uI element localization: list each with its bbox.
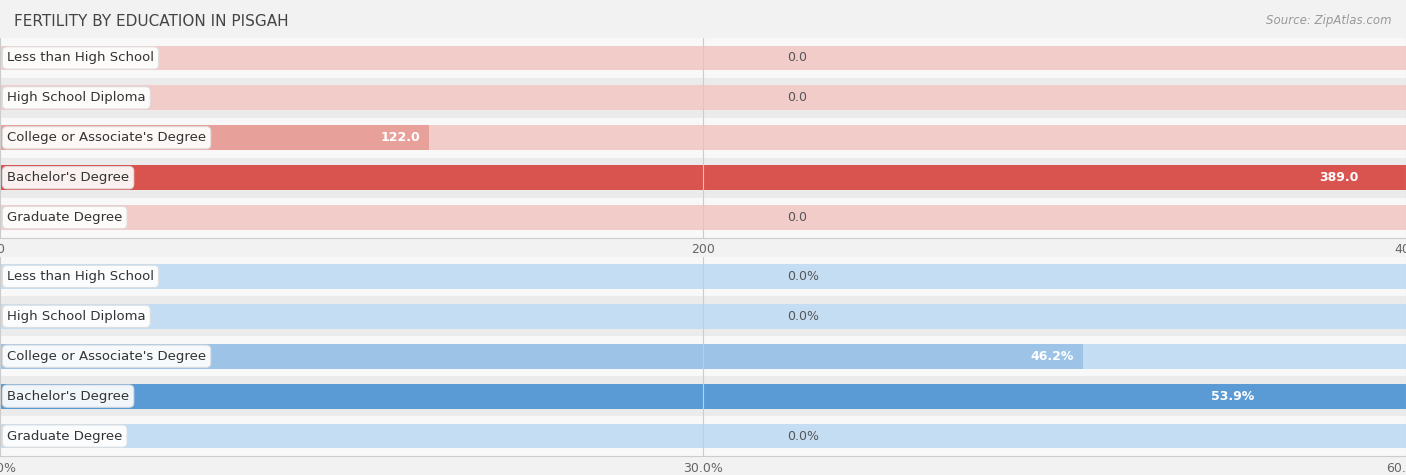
Bar (0, 384, 1406, 408)
Bar (0, 118, 1406, 158)
Bar (0, 38, 1406, 78)
Bar (0, 384, 1263, 408)
Bar (0, 296, 1406, 336)
Bar (0, 304, 1406, 329)
Text: Source: ZipAtlas.com: Source: ZipAtlas.com (1267, 14, 1392, 27)
Text: 0.0%: 0.0% (787, 310, 820, 323)
Bar (0, 165, 1406, 190)
Text: College or Associate's Degree: College or Associate's Degree (7, 131, 207, 144)
Bar (0, 205, 1406, 230)
Text: High School Diploma: High School Diploma (7, 91, 146, 104)
Text: FERTILITY BY EDUCATION IN PISGAH: FERTILITY BY EDUCATION IN PISGAH (14, 14, 288, 29)
Text: 0.0%: 0.0% (787, 270, 820, 283)
Text: 0.0: 0.0 (787, 51, 807, 65)
Text: 122.0: 122.0 (381, 131, 420, 144)
Bar (0, 165, 1367, 190)
Text: 0.0%: 0.0% (787, 429, 820, 443)
Text: Graduate Degree: Graduate Degree (7, 429, 122, 443)
Text: Less than High School: Less than High School (7, 51, 155, 65)
Bar (0, 416, 1406, 456)
Text: High School Diploma: High School Diploma (7, 310, 146, 323)
Text: College or Associate's Degree: College or Associate's Degree (7, 350, 207, 363)
Text: 46.2%: 46.2% (1031, 350, 1074, 363)
Bar (0, 78, 1406, 118)
Text: Less than High School: Less than High School (7, 270, 155, 283)
Bar (0, 336, 1406, 376)
Bar (0, 198, 1406, 238)
Bar (0, 86, 1406, 110)
Bar (0, 256, 1406, 296)
Bar (0, 46, 1406, 70)
Text: 0.0: 0.0 (787, 91, 807, 104)
Bar (0, 125, 429, 150)
Text: Bachelor's Degree: Bachelor's Degree (7, 171, 129, 184)
Text: 53.9%: 53.9% (1212, 390, 1254, 403)
Bar (0, 344, 1406, 369)
Text: Bachelor's Degree: Bachelor's Degree (7, 390, 129, 403)
Bar (0, 125, 1406, 150)
Bar (0, 344, 1083, 369)
Text: Graduate Degree: Graduate Degree (7, 211, 122, 224)
Text: 389.0: 389.0 (1319, 171, 1360, 184)
Bar (0, 264, 1406, 289)
Bar (0, 424, 1406, 448)
Bar (0, 376, 1406, 416)
Text: 0.0: 0.0 (787, 211, 807, 224)
Bar (0, 158, 1406, 198)
